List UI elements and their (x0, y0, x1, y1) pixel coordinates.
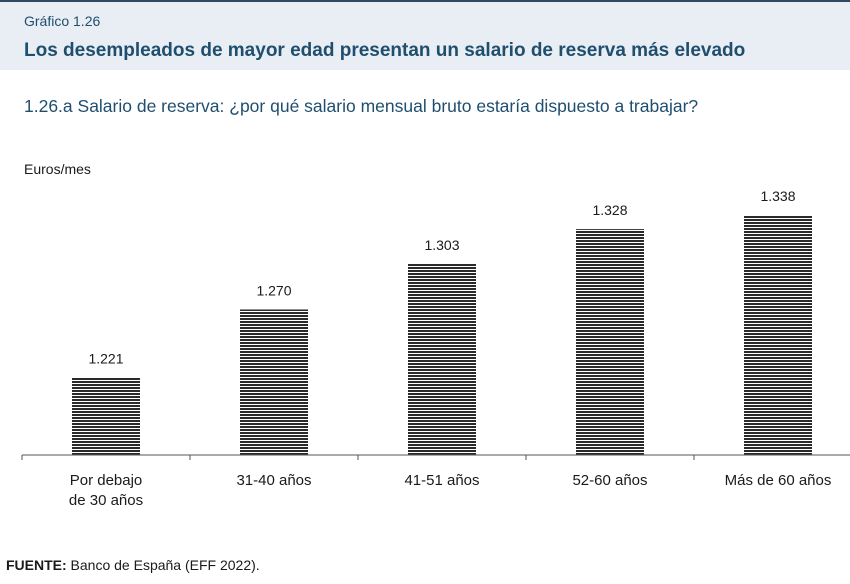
bar-value-label-1: 1.270 (256, 282, 291, 298)
bar-1 (240, 309, 308, 455)
x-tick-label-0-line-0: Por debajo (70, 472, 143, 489)
source-text: Banco de España (EFF 2022). (66, 557, 260, 573)
bar-value-label-3: 1.328 (592, 202, 627, 218)
chart-main-title: Los desempleados de mayor edad presentan… (24, 40, 746, 61)
x-tick-label-3: 52-60 años (572, 472, 647, 489)
source-note: FUENTE: Banco de España (EFF 2022). (6, 557, 260, 573)
bar-3 (576, 229, 644, 455)
bar-4 (744, 215, 812, 455)
x-tick-label-0-line-1: de 30 años (69, 492, 143, 509)
bar-2 (408, 263, 476, 455)
x-tick-label-2: 41-51 años (404, 472, 479, 489)
source-label: FUENTE: (6, 557, 67, 573)
bar-chart: Euros/mes 1.221 1.270 1.303 1.328 1.338 Por … (21, 161, 850, 509)
bar-value-label-2: 1.303 (424, 237, 459, 253)
x-tick-label-1: 31-40 años (236, 472, 311, 489)
bar-0 (72, 377, 140, 455)
x-tick-label-4: Más de 60 años (725, 472, 832, 489)
y-axis-label: Euros/mes (24, 161, 91, 177)
bar-value-label-0: 1.221 (88, 350, 123, 366)
figure-label: Gráfico 1.26 (24, 13, 101, 29)
chart-subtitle: 1.26.a Salario de reserva: ¿por qué sala… (24, 96, 699, 116)
bar-value-label-4: 1.338 (760, 188, 795, 204)
chart-header: Gráfico 1.26 Los desempleados de mayor e… (0, 0, 850, 70)
